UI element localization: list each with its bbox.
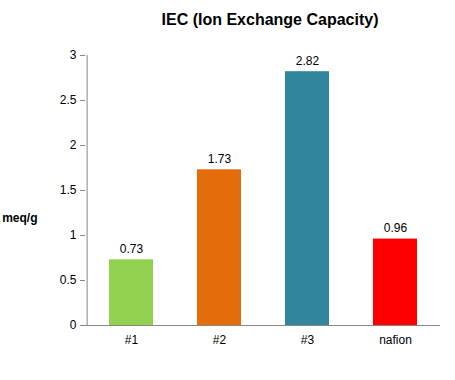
html-text:IEC (Ion Exchange Capacity): IEC (Ion Exchange Capacity) bbox=[161, 11, 379, 28]
svg-text:#1: #1 bbox=[125, 333, 139, 347]
svg-text:1: 1 bbox=[70, 228, 77, 242]
svg-text:3: 3 bbox=[70, 48, 77, 62]
svg-text:2.5: 2.5 bbox=[60, 93, 77, 107]
svg-text:0.73: 0.73 bbox=[120, 242, 144, 256]
svg-text:2.82: 2.82 bbox=[296, 54, 320, 68]
svg-text:#2: #2 bbox=[213, 333, 227, 347]
svg-text:2: 2 bbox=[70, 138, 77, 152]
svg-text:0.96: 0.96 bbox=[384, 221, 408, 235]
svg-text:nafion: nafion bbox=[379, 333, 412, 347]
svg-text:1.5: 1.5 bbox=[60, 183, 77, 197]
svg-text:#3: #3 bbox=[301, 333, 315, 347]
svg-text:meq/g: meq/g bbox=[2, 211, 37, 225]
svg-text:0: 0 bbox=[70, 318, 77, 332]
svg-text:0.5: 0.5 bbox=[60, 273, 77, 287]
svg-text:1.73: 1.73 bbox=[208, 152, 232, 166]
